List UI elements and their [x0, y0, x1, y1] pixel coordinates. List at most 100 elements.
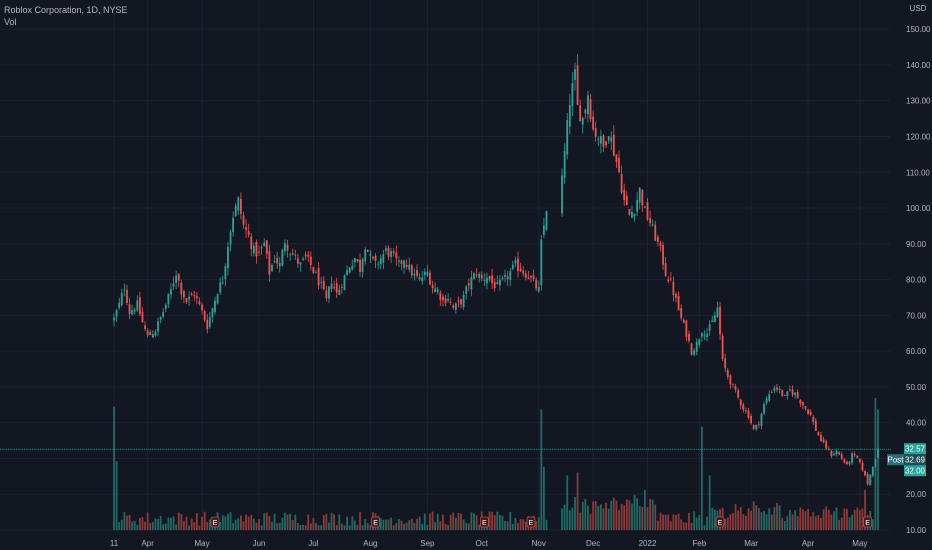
volume-bar [820, 518, 822, 530]
volume-bar [429, 513, 431, 530]
volume-bar [561, 508, 563, 530]
volume-bar [729, 514, 732, 530]
volume-bar [537, 517, 540, 530]
volume-bar [783, 521, 786, 530]
candle-body [817, 431, 820, 436]
earnings-marker[interactable]: E [371, 516, 380, 528]
candle-body [278, 263, 281, 267]
volume-bar [496, 511, 499, 530]
earnings-badge [371, 516, 380, 528]
volume-bar [452, 512, 455, 530]
volume-bar [656, 520, 659, 530]
earnings-marker[interactable]: E [715, 516, 725, 528]
volume-bar [501, 515, 504, 530]
candle-body [729, 375, 732, 385]
candle-body [439, 292, 442, 300]
candle-body [540, 239, 543, 286]
volume-bar [858, 509, 861, 530]
volume-bar [475, 515, 478, 530]
volume-bar [346, 516, 348, 530]
volume-bar [348, 525, 351, 530]
candle-body [750, 415, 753, 424]
candle-body [442, 296, 444, 301]
candle-body [763, 403, 765, 414]
volume-bar [809, 516, 812, 530]
volume-bar [504, 521, 506, 530]
volume-bar [126, 515, 128, 530]
price-tick-label: 70.00 [906, 311, 927, 320]
volume-bar [291, 520, 294, 530]
volume-bar [397, 518, 400, 530]
candle-body [493, 281, 496, 289]
candle-body [814, 420, 817, 431]
volume-bar [221, 515, 224, 530]
time-tick-label: May [852, 539, 867, 548]
candle-body [594, 128, 597, 137]
volume-bar [162, 524, 165, 530]
candle-body [118, 302, 121, 308]
candle-body [372, 256, 374, 259]
candle-body [716, 307, 719, 317]
volume-bar [382, 519, 385, 530]
volume-bar [623, 505, 626, 530]
volume-bar [208, 519, 211, 530]
volume-label[interactable]: Vol [4, 17, 17, 27]
time-tick-label: 11 [110, 539, 119, 548]
time-axis[interactable]: 11 Apr May Jun Jul Aug Sep Oct Nov Dec 2022 Feb Mar A… [110, 539, 868, 548]
volume-bar [491, 511, 494, 530]
candle-body [486, 277, 488, 284]
candle-body [294, 254, 297, 256]
volume-bar [794, 510, 797, 530]
symbol-title[interactable]: Roblox Corporation, 1D, NYSE [4, 5, 128, 15]
earnings-label: E [865, 520, 870, 527]
time-tick-label: Dec [586, 539, 600, 548]
candle-body [568, 105, 571, 127]
volume-bar [770, 514, 773, 530]
candle-body [418, 277, 421, 280]
candle-body [574, 69, 576, 80]
volume-bar [584, 498, 587, 530]
candle-body [713, 315, 716, 323]
candle-body [644, 206, 646, 208]
earnings-label: E [373, 520, 378, 527]
candle-body [602, 135, 605, 147]
candle-body [434, 288, 437, 293]
earnings-marker[interactable]: E [480, 516, 489, 528]
candle-body [123, 289, 126, 291]
candle-body [356, 259, 359, 262]
volume-bar [747, 508, 750, 530]
candle-body [348, 267, 351, 273]
candle-body [379, 258, 382, 265]
candle-body [809, 412, 812, 416]
price-tick-label: 80.00 [906, 276, 927, 285]
candle-body [545, 211, 548, 230]
candle-body [457, 300, 460, 302]
candle-body [757, 424, 760, 426]
volume-bar [742, 514, 745, 530]
volume-bar [136, 525, 139, 530]
candle-body [185, 298, 188, 302]
candle-body [426, 271, 429, 276]
candle-body [605, 141, 607, 146]
time-tick-label: Aug [363, 539, 377, 548]
candle-body [656, 236, 659, 242]
candle-body [706, 333, 708, 338]
volume-bar [599, 504, 602, 530]
earnings-marker[interactable]: E [863, 516, 872, 528]
candle-body [405, 265, 408, 267]
post-price-text: 32.69 [905, 455, 926, 464]
volume-bar [700, 426, 703, 530]
volume-bar [392, 525, 395, 530]
volume-bar [183, 521, 185, 530]
candle-body [804, 405, 807, 409]
volume-bar [827, 509, 830, 530]
candle-body [281, 249, 284, 266]
earnings-marker[interactable]: E [210, 516, 220, 528]
candle-body [822, 439, 825, 443]
earnings-marker[interactable]: E [526, 516, 536, 528]
volume-bar [763, 511, 765, 530]
candle-body [431, 284, 434, 288]
candle-body [211, 308, 214, 318]
candle-body [149, 332, 152, 336]
